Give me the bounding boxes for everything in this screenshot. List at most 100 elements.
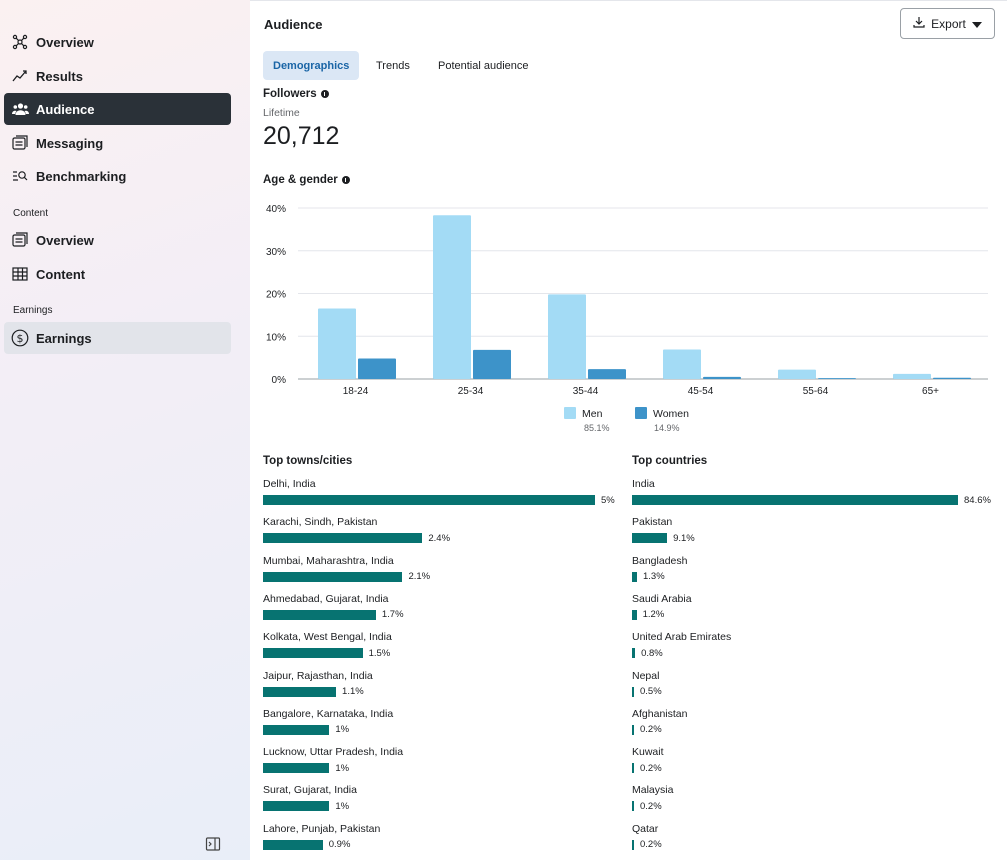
top-countries-title: Top countries <box>632 455 708 467</box>
sidebar-item-audience[interactable]: Audience <box>4 93 231 125</box>
x-tick-label: 18-24 <box>343 386 369 397</box>
info-icon[interactable] <box>320 90 329 98</box>
bar-men-35-44 <box>548 294 586 379</box>
list-item-value: 0.9% <box>328 839 351 851</box>
sidebar-item-label: Benchmarking <box>36 168 127 184</box>
list-item-value: 1% <box>335 800 350 812</box>
list-item-value: 0.2% <box>640 839 662 851</box>
list-item-value: 0.2% <box>640 762 662 774</box>
list-item-bar <box>632 686 634 697</box>
sidebar-item-label: Overview <box>36 34 94 50</box>
sidebar: Overview Results Audience Messaging Benc… <box>0 0 250 860</box>
section-label-earnings: Earnings <box>13 305 53 316</box>
y-tick-label: 0% <box>272 375 287 386</box>
list-item: Lucknow, Uttar Pradesh, India 1% <box>263 746 404 774</box>
list-item-label: Ahmedabad, Gujarat, India <box>263 592 389 605</box>
collapse-sidebar-icon[interactable] <box>205 836 221 852</box>
list-item-bar-row: 1.7% <box>263 609 404 620</box>
list-item-bar <box>632 839 634 850</box>
tab-potential-audience[interactable]: Potential audience <box>438 59 529 72</box>
list-item-label: Delhi, India <box>263 478 316 490</box>
list-item-bar-row: 0.5% <box>632 686 662 697</box>
main-panel: Audience Export Demographics Trends Pote… <box>250 0 1007 860</box>
list-item-label: Nepal <box>632 669 660 682</box>
sidebar-item-label: Earnings <box>36 330 92 346</box>
inbox-icon <box>11 134 29 152</box>
list-item-label: Malaysia <box>632 784 674 797</box>
x-tick-label: 25-34 <box>458 386 484 397</box>
sidebar-item-benchmarking[interactable]: Benchmarking <box>4 160 231 192</box>
legend-swatch-men <box>564 407 576 419</box>
list-item-value: 1% <box>335 724 350 736</box>
bar-women-65+ <box>933 377 971 379</box>
sidebar-item-content-overview[interactable]: Overview <box>4 224 231 256</box>
bar-women-25-34 <box>473 349 511 379</box>
list-search-icon <box>11 167 29 185</box>
export-button[interactable]: Export <box>900 8 995 39</box>
list-item-bar <box>263 763 330 774</box>
list-item-bar-row: 1.3% <box>632 571 665 582</box>
list-item-bar <box>632 609 637 620</box>
dollar-circle-icon: $ <box>11 329 29 347</box>
list-item-bar-row: 2.1% <box>263 571 430 582</box>
top-countries-list: Top countries India 84.6% Pakistan 9.1% Bang… <box>632 455 1002 850</box>
inbox-icon <box>11 231 29 249</box>
list-item-value: 1.1% <box>342 686 364 697</box>
list-item-bar <box>263 648 363 659</box>
list-item-bar <box>632 763 634 774</box>
list-item-bar <box>263 533 423 544</box>
age-gender-chart: 0% 10% 20% 30% 40% 18-24 25-34 35-44 45-54 55-64 6… <box>266 204 988 397</box>
list-item: Surat, Gujarat, India 1% <box>263 784 357 812</box>
y-tick-label: 30% <box>266 247 286 258</box>
legend-total-men: 85.1% <box>584 423 610 433</box>
people-icon <box>11 100 29 118</box>
list-item-bar <box>632 801 634 812</box>
sidebar-item-results[interactable]: Results <box>4 60 231 92</box>
list-item-bar-row: 0.2% <box>632 801 662 812</box>
top-cities-list: Top towns/cities Delhi, India 5% Karachi, … <box>263 455 623 850</box>
list-item: Bangladesh 1.3% <box>632 554 688 582</box>
list-item-bar-row: 0.2% <box>632 724 662 735</box>
list-item-bar <box>263 609 376 620</box>
list-item-bar-row: 1% <box>263 724 350 736</box>
list-item-bar-row: 0.2% <box>632 762 662 774</box>
list-item-value: 2.4% <box>428 532 451 544</box>
list-item-label: Afghanistan <box>632 707 688 720</box>
list-item-label: Lucknow, Uttar Pradesh, India <box>263 746 404 759</box>
list-item-label: Bangladesh <box>632 554 688 567</box>
list-item-bar <box>263 571 403 582</box>
tab-trends[interactable]: Trends <box>376 59 410 72</box>
sidebar-item-messaging[interactable]: Messaging <box>4 127 231 159</box>
list-item-bar-row: 84.6% <box>632 494 991 506</box>
age-gender-heading: Age & gender <box>263 174 350 186</box>
info-icon[interactable] <box>341 176 350 184</box>
list-item: Qatar 0.2% <box>632 822 662 850</box>
x-tick-label: 35-44 <box>573 386 599 397</box>
list-item-bar-row: 1.1% <box>263 686 364 697</box>
svg-text:$: $ <box>17 332 24 345</box>
sidebar-item-earnings[interactable]: $ Earnings <box>4 322 231 354</box>
sidebar-item-content[interactable]: Content <box>4 258 231 290</box>
list-item-bar <box>263 801 330 812</box>
list-item-value: 84.6% <box>964 494 991 506</box>
tab-demographics[interactable]: Demographics <box>263 51 360 80</box>
list-item-bar-row: 1.5% <box>263 648 390 659</box>
x-tick-label: 55-64 <box>803 386 829 397</box>
sidebar-item-overview[interactable]: Overview <box>4 26 231 58</box>
list-item: Saudi Arabia 1.2% <box>632 593 692 620</box>
bar-men-45-54 <box>663 349 701 379</box>
list-item: Karachi, Sindh, Pakistan 2.4% <box>263 516 450 544</box>
sidebar-item-label: Audience <box>36 101 95 117</box>
list-item: Nepal 0.5% <box>632 669 662 697</box>
list-item-bar <box>632 533 668 544</box>
list-item-value: 1% <box>335 762 350 774</box>
list-item: Lahore, Punjab, Pakistan 0.9% <box>263 823 380 850</box>
followers-title: Followers <box>263 88 317 100</box>
list-item: Pakistan 9.1% <box>632 516 695 544</box>
list-item-bar <box>632 648 636 659</box>
legend-label-women: Women <box>653 408 689 420</box>
list-item-label: Qatar <box>632 822 659 835</box>
top-cities-title: Top towns/cities <box>263 455 353 467</box>
sidebar-item-label: Messaging <box>36 135 104 151</box>
list-item: Malaysia 0.2% <box>632 784 674 812</box>
